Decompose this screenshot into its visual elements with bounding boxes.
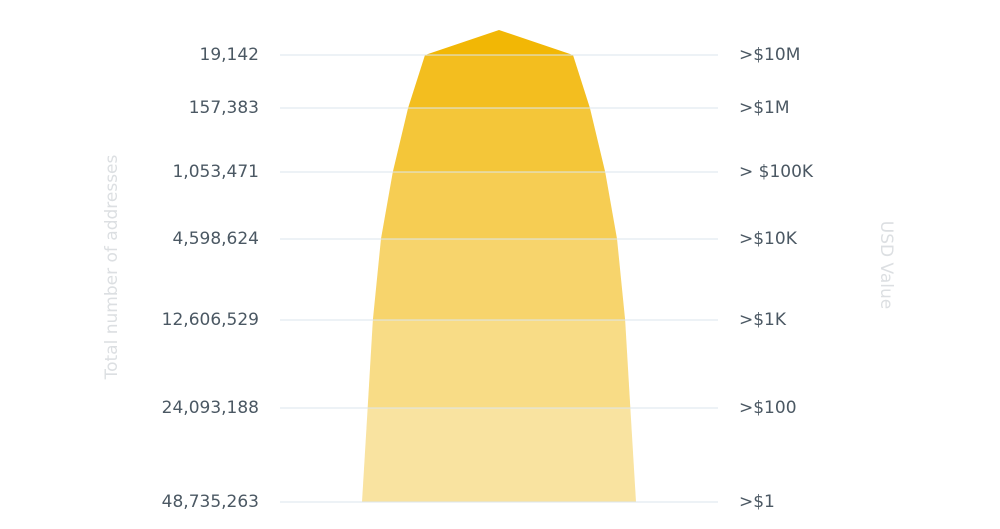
funnel-band bbox=[372, 239, 626, 320]
funnel-band bbox=[408, 55, 590, 108]
category-label: >$100 bbox=[739, 398, 797, 418]
category-label: >$10M bbox=[739, 45, 800, 65]
value-label: 157,383 bbox=[189, 98, 259, 118]
category-label: >$1K bbox=[739, 310, 787, 330]
category-label: >$1M bbox=[739, 98, 790, 118]
category-label: >$10K bbox=[739, 229, 798, 249]
value-label: 4,598,624 bbox=[172, 229, 259, 249]
category-label: > $100K bbox=[739, 162, 814, 182]
value-label: 12,606,529 bbox=[162, 310, 259, 330]
funnel-band bbox=[380, 172, 618, 239]
y2-axis-title: USD Value bbox=[876, 221, 896, 309]
y-axis-title: Total number of addresses bbox=[102, 154, 122, 380]
funnel-band bbox=[425, 30, 573, 55]
value-label: 19,142 bbox=[200, 45, 259, 65]
value-label: 24,093,188 bbox=[162, 398, 259, 418]
funnel-band bbox=[362, 408, 636, 502]
value-label: 48,735,263 bbox=[162, 492, 259, 512]
value-label: 1,053,471 bbox=[172, 162, 259, 182]
category-label: >$1 bbox=[739, 492, 775, 512]
funnel-band bbox=[392, 108, 606, 172]
funnel-band bbox=[367, 320, 631, 408]
